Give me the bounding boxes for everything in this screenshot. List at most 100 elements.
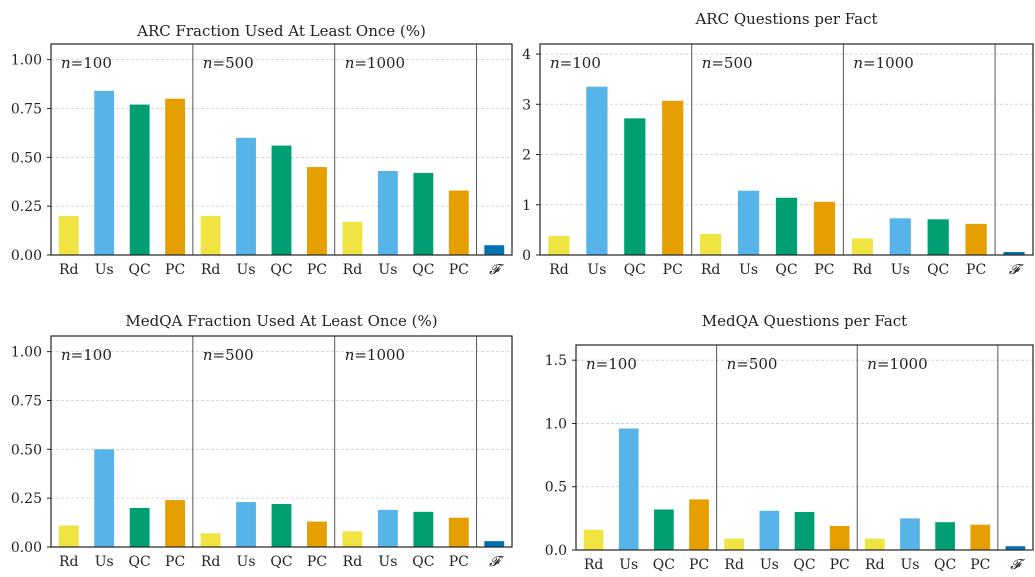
c1-ytick-label-3: 3: [522, 97, 531, 113]
c0-bar-n1000-qc: [413, 172, 434, 255]
c1-bar-n500-qc: [775, 197, 798, 255]
c0-bar-n500-rd: [200, 215, 221, 255]
c3-xtick-0: Rd: [584, 557, 604, 573]
c0-plot-frame: [50, 43, 513, 256]
c0-group-label-2: n=1000: [345, 54, 405, 72]
c0-xtick-9: Us: [378, 262, 397, 278]
c3-ytick-label-1: 0.5: [545, 480, 567, 496]
chart-medqa-fraction-svg: MedQA Fraction Used At Least Once (%) Rd U…: [11, 312, 513, 570]
c0-ytick-label-4: 1.00: [11, 53, 42, 69]
c1-group-label-0: n=100: [550, 54, 601, 72]
c2-ytick-label-2: 0.50: [11, 442, 42, 458]
c2-bar-n100-rd: [58, 525, 79, 547]
c0-bar-n1000-pc: [448, 190, 469, 255]
c2-bar-n1000-pc: [448, 517, 469, 547]
c2-bar-n500-us: [236, 502, 256, 547]
c3-bar-n100-us: [618, 428, 639, 550]
c1-xtick-11: PC: [966, 262, 986, 278]
c1-xtick-final: 𝓕: [1009, 262, 1024, 278]
c1-xtick-8: Rd: [853, 262, 873, 278]
c3-ytick-label-2: 1.0: [545, 416, 567, 432]
c3-xtick-4: Rd: [724, 557, 744, 573]
c1-bar-n1000-qc: [927, 219, 949, 255]
c1-xtick-0: Rd: [549, 262, 569, 278]
c3-xtick-5: Us: [760, 557, 779, 573]
c2-xtick-6: QC: [270, 554, 292, 570]
c3-bar-n500-rd: [724, 538, 745, 550]
c2-xtick-0: Rd: [59, 554, 79, 570]
c3-bar-n1000-rd: [864, 538, 885, 550]
c0-bar-n500-qc: [271, 145, 292, 255]
c1-plot-frame: [539, 43, 1034, 256]
c2-group-label-0: n=100: [61, 346, 112, 364]
c0-bar-n100-us: [94, 90, 115, 255]
c1-group-label-2: n=1000: [853, 54, 913, 72]
c2-ytick-label-3: 0.75: [11, 393, 42, 409]
c0-chart-title: ARC Fraction Used At Least Once (%): [136, 22, 426, 40]
c3-group-label-1: n=500: [727, 355, 778, 373]
c3-xtick-2: QC: [653, 557, 675, 573]
chart-medqa-questions-svg: MedQA Questions per Fact Rd Us QC PC Rd Us QC PC…: [545, 312, 1034, 573]
c2-bar-n1000-us: [377, 509, 398, 547]
c3-xtick-3: PC: [689, 557, 709, 573]
c1-bar-n100-us: [586, 86, 608, 255]
c0-bar-n100-qc: [129, 104, 150, 255]
c0-ytick-label-1: 0.25: [11, 199, 42, 215]
c0-bar-n500-pc: [307, 167, 327, 255]
c2-bar-n500-pc: [307, 521, 327, 547]
c0-group-label-1: n=500: [203, 54, 254, 72]
chart-arc-fraction-svg: ARC Fraction Used At Least Once (%) Rd Us Q…: [11, 22, 513, 278]
c0-xtick-6: QC: [270, 262, 292, 278]
c0-bar-n1000-rd: [342, 221, 363, 255]
c3-bar-n100-pc: [689, 499, 709, 550]
c0-bar-n500-us: [236, 137, 256, 255]
c2-bar-n1000-rd: [342, 531, 363, 547]
c3-group-label-2: n=1000: [867, 355, 927, 373]
c3-bar-n1000-pc: [970, 524, 991, 550]
c3-xtick-8: Rd: [865, 557, 885, 573]
chart-arc-fraction: ARC Fraction Used At Least Once (%) Rd Us Q…: [0, 0, 517, 288]
c2-group-label-1: n=500: [203, 346, 254, 364]
c1-bar-n100-pc: [662, 100, 684, 256]
c2-xtick-4: Rd: [201, 554, 221, 570]
c1-xtick-10: QC: [927, 262, 949, 278]
c2-bar-n100-pc: [165, 500, 186, 547]
c0-xtick-1: Us: [95, 262, 114, 278]
c3-xtick-7: PC: [830, 557, 850, 573]
c2-xtick-5: Us: [237, 554, 256, 570]
c2-bar-n100-qc: [129, 507, 150, 547]
c3-bar-n100-qc: [654, 509, 674, 550]
c0-bar-n1000-us: [377, 170, 398, 255]
c3-bar-n100-rd: [583, 529, 604, 550]
c1-xtick-6: QC: [775, 262, 797, 278]
c1-bar-n1000-pc: [965, 223, 987, 255]
chart-medqa-fraction: MedQA Fraction Used At Least Once (%) Rd U…: [0, 290, 517, 577]
c1-bar-n500-pc: [813, 201, 836, 255]
c0-xtick-4: Rd: [201, 262, 221, 278]
c3-xtick-9: Us: [900, 557, 919, 573]
c3-bar-n1000-qc: [935, 522, 955, 550]
c3-bar-n1000-us: [900, 518, 920, 550]
c3-ytick-label-0: 0.0: [545, 543, 567, 559]
c0-xtick-0: Rd: [59, 262, 79, 278]
c1-bar-n500-us: [737, 190, 760, 255]
c3-xtick-final: 𝓕: [1010, 557, 1025, 573]
c2-bar-n500-qc: [271, 504, 292, 547]
c1-group-label-1: n=500: [702, 54, 753, 72]
c3-xtick-6: QC: [793, 557, 815, 573]
c3-bar-n500-us: [759, 510, 780, 550]
c3-plot-frame: [575, 344, 1034, 551]
c1-bar-n1000-us: [889, 218, 911, 255]
c2-bar-n1000-qc: [413, 511, 434, 547]
c1-ytick-label-0: 0: [522, 248, 531, 264]
c2-ytick-label-0: 0.00: [11, 540, 42, 556]
chart-arc-questions: ARC Questions per Fact Rd Us QC PC Rd Us QC PC Rd…: [518, 0, 1035, 288]
c1-xtick-2: QC: [624, 262, 646, 278]
c0-ytick-label-3: 0.75: [11, 101, 42, 117]
c2-bar-n100-us: [94, 449, 115, 547]
c0-xtick-final: 𝓕: [489, 262, 504, 278]
c3-group-label-0: n=100: [586, 355, 637, 373]
chart-medqa-questions: MedQA Questions per Fact Rd Us QC PC Rd Us QC PC…: [518, 290, 1035, 577]
c1-ytick-label-1: 1: [522, 198, 531, 214]
c1-chart-title: ARC Questions per Fact: [694, 10, 877, 28]
